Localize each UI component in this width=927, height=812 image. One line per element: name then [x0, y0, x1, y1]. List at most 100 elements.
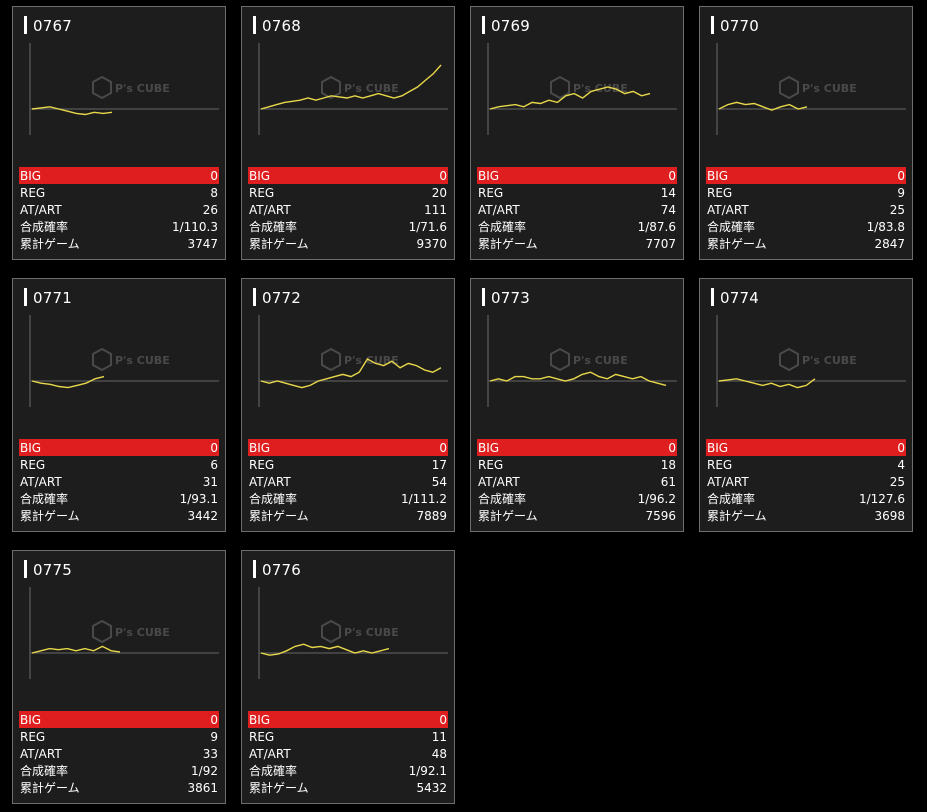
stat-value: 7596	[645, 508, 676, 523]
stat-label: 累計ゲーム	[249, 237, 309, 251]
trend-graph: P's CUBE	[258, 587, 448, 679]
svg-text:P's CUBE: P's CUBE	[802, 82, 857, 95]
stat-row-at: AT/ART 74	[477, 201, 677, 218]
stat-value: 3698	[874, 508, 905, 523]
stat-label: BIG	[20, 712, 42, 727]
stat-value: 74	[660, 202, 676, 217]
stat-row-reg: REG 18	[477, 456, 677, 473]
stat-row-reg: REG 6	[19, 456, 219, 473]
stat-label: BIG	[249, 712, 271, 727]
stat-value: 5432	[416, 780, 447, 795]
stat-row-games: 累計ゲーム 7889	[248, 507, 448, 524]
stat-label: 合成確率	[20, 764, 69, 778]
stat-value: 0	[897, 440, 905, 455]
stat-label: REG	[249, 185, 275, 200]
stat-value: 26	[202, 202, 218, 217]
machine-card[interactable]: 0776 P's CUBE BIG 0 REG 11 AT/ART 48	[241, 550, 455, 804]
stat-label: REG	[707, 185, 733, 200]
stat-row-at: AT/ART 25	[706, 201, 906, 218]
stat-value: 7707	[645, 236, 676, 251]
trend-graph: P's CUBE	[716, 43, 906, 135]
stat-row-big: BIG 0	[706, 439, 906, 456]
stat-label: 合成確率	[20, 220, 69, 234]
stat-row-prob: 合成確率 1/110.3	[19, 218, 219, 235]
stat-row-games: 累計ゲーム 3698	[706, 507, 906, 524]
svg-text:P's CUBE: P's CUBE	[802, 354, 857, 367]
stats-table: BIG 0 REG 9 AT/ART 25 合成確率 1/83.8 累計ゲーム …	[706, 167, 906, 252]
machine-card[interactable]: 0768 P's CUBE BIG 0 REG 20 AT/ART 111	[241, 6, 455, 260]
stat-row-at: AT/ART 48	[248, 745, 448, 762]
machine-card[interactable]: 0771 P's CUBE BIG 0 REG 6 AT/ART 31	[12, 278, 226, 532]
watermark-logo: P's CUBE	[550, 347, 628, 372]
stat-label: BIG	[249, 168, 271, 183]
stat-row-games: 累計ゲーム 7596	[477, 507, 677, 524]
watermark-logo: P's CUBE	[321, 75, 399, 100]
stat-label: REG	[249, 457, 275, 472]
stat-label: REG	[707, 457, 733, 472]
stat-label: 合成確率	[707, 492, 756, 506]
trend-graph: P's CUBE	[29, 315, 219, 407]
watermark-logo: P's CUBE	[92, 75, 170, 100]
machine-card[interactable]: 0767 P's CUBE BIG 0 REG 8 AT/ART 26	[12, 6, 226, 260]
stat-label: BIG	[249, 440, 271, 455]
stat-value: 9370	[416, 236, 447, 251]
stat-label: AT/ART	[707, 202, 749, 217]
stat-label: BIG	[20, 440, 42, 455]
stat-row-prob: 合成確率 1/71.6	[248, 218, 448, 235]
stat-row-reg: REG 4	[706, 456, 906, 473]
stat-value: 0	[210, 712, 218, 727]
trend-line	[489, 86, 651, 110]
stat-label: 累計ゲーム	[20, 509, 80, 523]
machine-card[interactable]: 0769 P's CUBE BIG 0 REG 14 AT/ART 74	[470, 6, 684, 260]
number-marker	[253, 16, 256, 34]
stat-value: 111	[424, 202, 447, 217]
stat-row-reg: REG 17	[248, 456, 448, 473]
stat-value: 61	[660, 474, 676, 489]
machine-card[interactable]: 0775 P's CUBE BIG 0 REG 9 AT/ART 33	[12, 550, 226, 804]
stat-row-prob: 合成確率 1/127.6	[706, 490, 906, 507]
stat-row-at: AT/ART 61	[477, 473, 677, 490]
stats-table: BIG 0 REG 18 AT/ART 61 合成確率 1/96.2 累計ゲーム…	[477, 439, 677, 524]
stat-value: 0	[668, 168, 676, 183]
stat-value: 3861	[187, 780, 218, 795]
watermark-logo: P's CUBE	[92, 619, 170, 644]
stat-value: 54	[431, 474, 447, 489]
machine-number: 0768	[262, 17, 301, 35]
number-marker	[24, 560, 27, 578]
number-marker	[253, 288, 256, 306]
stat-row-prob: 合成確率 1/93.1	[19, 490, 219, 507]
stat-label: 合成確率	[707, 220, 756, 234]
stat-label: AT/ART	[478, 474, 520, 489]
stat-row-big: BIG 0	[248, 439, 448, 456]
svg-text:P's CUBE: P's CUBE	[115, 626, 170, 639]
stat-label: 合成確率	[249, 220, 298, 234]
stat-value: 0	[210, 440, 218, 455]
number-marker	[482, 16, 485, 34]
stats-table: BIG 0 REG 8 AT/ART 26 合成確率 1/110.3 累計ゲーム…	[19, 167, 219, 252]
stat-value: 0	[897, 168, 905, 183]
svg-text:P's CUBE: P's CUBE	[344, 82, 399, 95]
stat-label: AT/ART	[249, 202, 291, 217]
trend-line	[260, 358, 442, 389]
stat-label: 累計ゲーム	[20, 781, 80, 795]
number-marker	[253, 560, 256, 578]
stat-label: AT/ART	[20, 474, 62, 489]
svg-text:P's CUBE: P's CUBE	[573, 354, 628, 367]
svg-text:P's CUBE: P's CUBE	[115, 82, 170, 95]
stat-row-at: AT/ART 26	[19, 201, 219, 218]
stat-row-prob: 合成確率 1/87.6	[477, 218, 677, 235]
stat-value: 1/87.6	[637, 219, 676, 234]
stat-label: REG	[20, 729, 46, 744]
machine-card[interactable]: 0770 P's CUBE BIG 0 REG 9 AT/ART 25	[699, 6, 913, 260]
number-marker	[24, 16, 27, 34]
machine-number: 0767	[33, 17, 72, 35]
stat-label: REG	[249, 729, 275, 744]
machine-card[interactable]: 0773 P's CUBE BIG 0 REG 18 AT/ART 61	[470, 278, 684, 532]
stat-label: AT/ART	[249, 746, 291, 761]
machine-card[interactable]: 0774 P's CUBE BIG 0 REG 4 AT/ART 25	[699, 278, 913, 532]
watermark-logo: P's CUBE	[321, 347, 399, 372]
machine-card[interactable]: 0772 P's CUBE BIG 0 REG 17 AT/ART 54	[241, 278, 455, 532]
stat-row-games: 累計ゲーム 5432	[248, 779, 448, 796]
stat-row-reg: REG 9	[706, 184, 906, 201]
stat-label: BIG	[20, 168, 42, 183]
